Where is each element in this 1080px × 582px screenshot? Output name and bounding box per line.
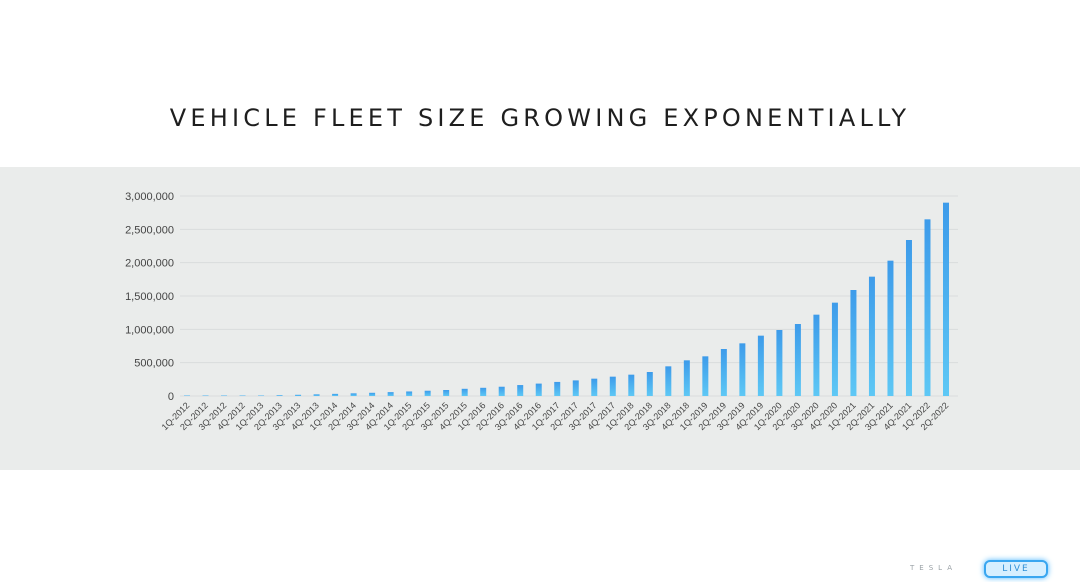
bar-4Q-2013 xyxy=(313,394,320,396)
bar-1Q-2017 xyxy=(554,381,561,396)
bar-1Q-2015 xyxy=(406,391,413,396)
bar-4Q-2020 xyxy=(831,302,838,396)
bar-2Q-2021 xyxy=(868,276,875,396)
y-tick-label: 500,000 xyxy=(134,358,174,370)
bar-4Q-2012 xyxy=(239,395,246,396)
y-tick-label: 3,000,000 xyxy=(125,191,174,203)
bar-2Q-2015 xyxy=(424,390,431,396)
bar-3Q-2020 xyxy=(813,314,820,396)
bar-4Q-2015 xyxy=(461,388,468,396)
grid-lines xyxy=(180,195,958,397)
bar-1Q-2022 xyxy=(924,219,931,396)
bar-3Q-2014 xyxy=(369,392,376,396)
bar-1Q-2021 xyxy=(850,290,857,396)
bar-3Q-2017 xyxy=(591,378,598,396)
y-tick-label: 2,000,000 xyxy=(125,258,174,270)
bar-4Q-2017 xyxy=(609,376,616,396)
bar-1Q-2018 xyxy=(628,374,635,396)
live-badge: LIVE xyxy=(984,560,1048,578)
bar-2Q-2012 xyxy=(202,395,209,396)
tesla-logo: TESLA xyxy=(910,564,957,572)
chart-title: VEHICLE FLEET SIZE GROWING EXPONENTIALLY xyxy=(169,104,911,132)
y-axis-ticks: 0 500,000 1,000,000 1,500,000 2,000,000 2,500… xyxy=(125,191,174,403)
bar-2Q-2016 xyxy=(498,386,505,396)
bar-3Q-2016 xyxy=(517,385,524,396)
y-tick-label: 1,500,000 xyxy=(125,291,174,303)
bar-1Q-2016 xyxy=(480,387,487,396)
bar-1Q-2013 xyxy=(258,395,265,396)
bar-4Q-2018 xyxy=(683,360,690,396)
y-tick-label: 2,500,000 xyxy=(125,224,174,236)
bar-3Q-2012 xyxy=(221,395,228,396)
y-tick-label: 1,000,000 xyxy=(125,324,174,336)
bar-2Q-2019 xyxy=(720,349,727,396)
bar-4Q-2019 xyxy=(757,335,764,396)
bar-2Q-2017 xyxy=(572,380,579,396)
bar-2Q-2014 xyxy=(350,393,357,396)
bar-3Q-2019 xyxy=(739,343,746,396)
bar-3Q-2018 xyxy=(665,366,672,396)
bar-2Q-2018 xyxy=(646,372,653,396)
bars xyxy=(184,202,949,396)
bar-3Q-2013 xyxy=(295,394,302,396)
bar-2Q-2020 xyxy=(794,324,801,396)
x-axis-ticks: 1Q-20122Q-20123Q-20124Q-20121Q-20132Q-20… xyxy=(160,400,951,432)
bar-2Q-2022 xyxy=(943,202,949,396)
chart-band xyxy=(0,167,1080,470)
fleet-bar-chart: 0 500,000 1,000,000 1,500,000 2,000,000 2,500… xyxy=(125,191,958,432)
bar-4Q-2021 xyxy=(905,240,912,396)
bar-3Q-2021 xyxy=(887,260,894,396)
bar-1Q-2012 xyxy=(184,395,190,396)
bar-1Q-2014 xyxy=(332,393,339,396)
bar-1Q-2019 xyxy=(702,356,709,396)
bar-4Q-2016 xyxy=(535,383,542,396)
bar-1Q-2020 xyxy=(776,330,783,396)
bar-3Q-2015 xyxy=(443,390,450,396)
y-tick-label: 0 xyxy=(168,391,174,403)
bar-2Q-2013 xyxy=(276,395,283,396)
bar-4Q-2014 xyxy=(387,392,394,396)
